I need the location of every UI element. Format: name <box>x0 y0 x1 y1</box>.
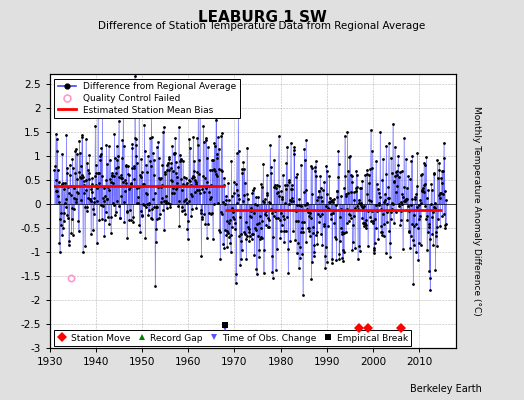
Text: Berkeley Earth: Berkeley Earth <box>410 384 482 394</box>
Text: LEABURG 1 SW: LEABURG 1 SW <box>198 10 326 25</box>
Y-axis label: Monthly Temperature Anomaly Difference (°C): Monthly Temperature Anomaly Difference (… <box>472 106 481 316</box>
Legend: Station Move, Record Gap, Time of Obs. Change, Empirical Break: Station Move, Record Gap, Time of Obs. C… <box>54 330 411 346</box>
Text: Difference of Station Temperature Data from Regional Average: Difference of Station Temperature Data f… <box>99 21 425 31</box>
